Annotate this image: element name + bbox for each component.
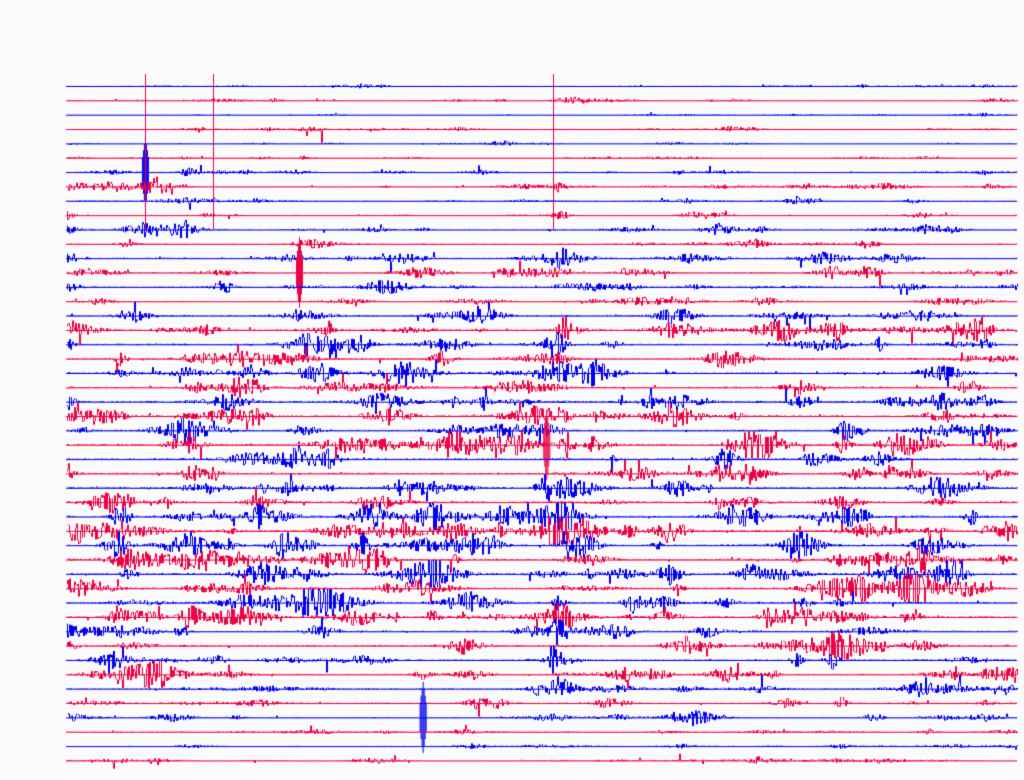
seismogram-plot [0, 0, 1024, 780]
seismogram-canvas [0, 0, 1024, 780]
helicorder-page: HL Patra (P.P.C.) Applied filter: WWSSN-… [0, 0, 1024, 780]
